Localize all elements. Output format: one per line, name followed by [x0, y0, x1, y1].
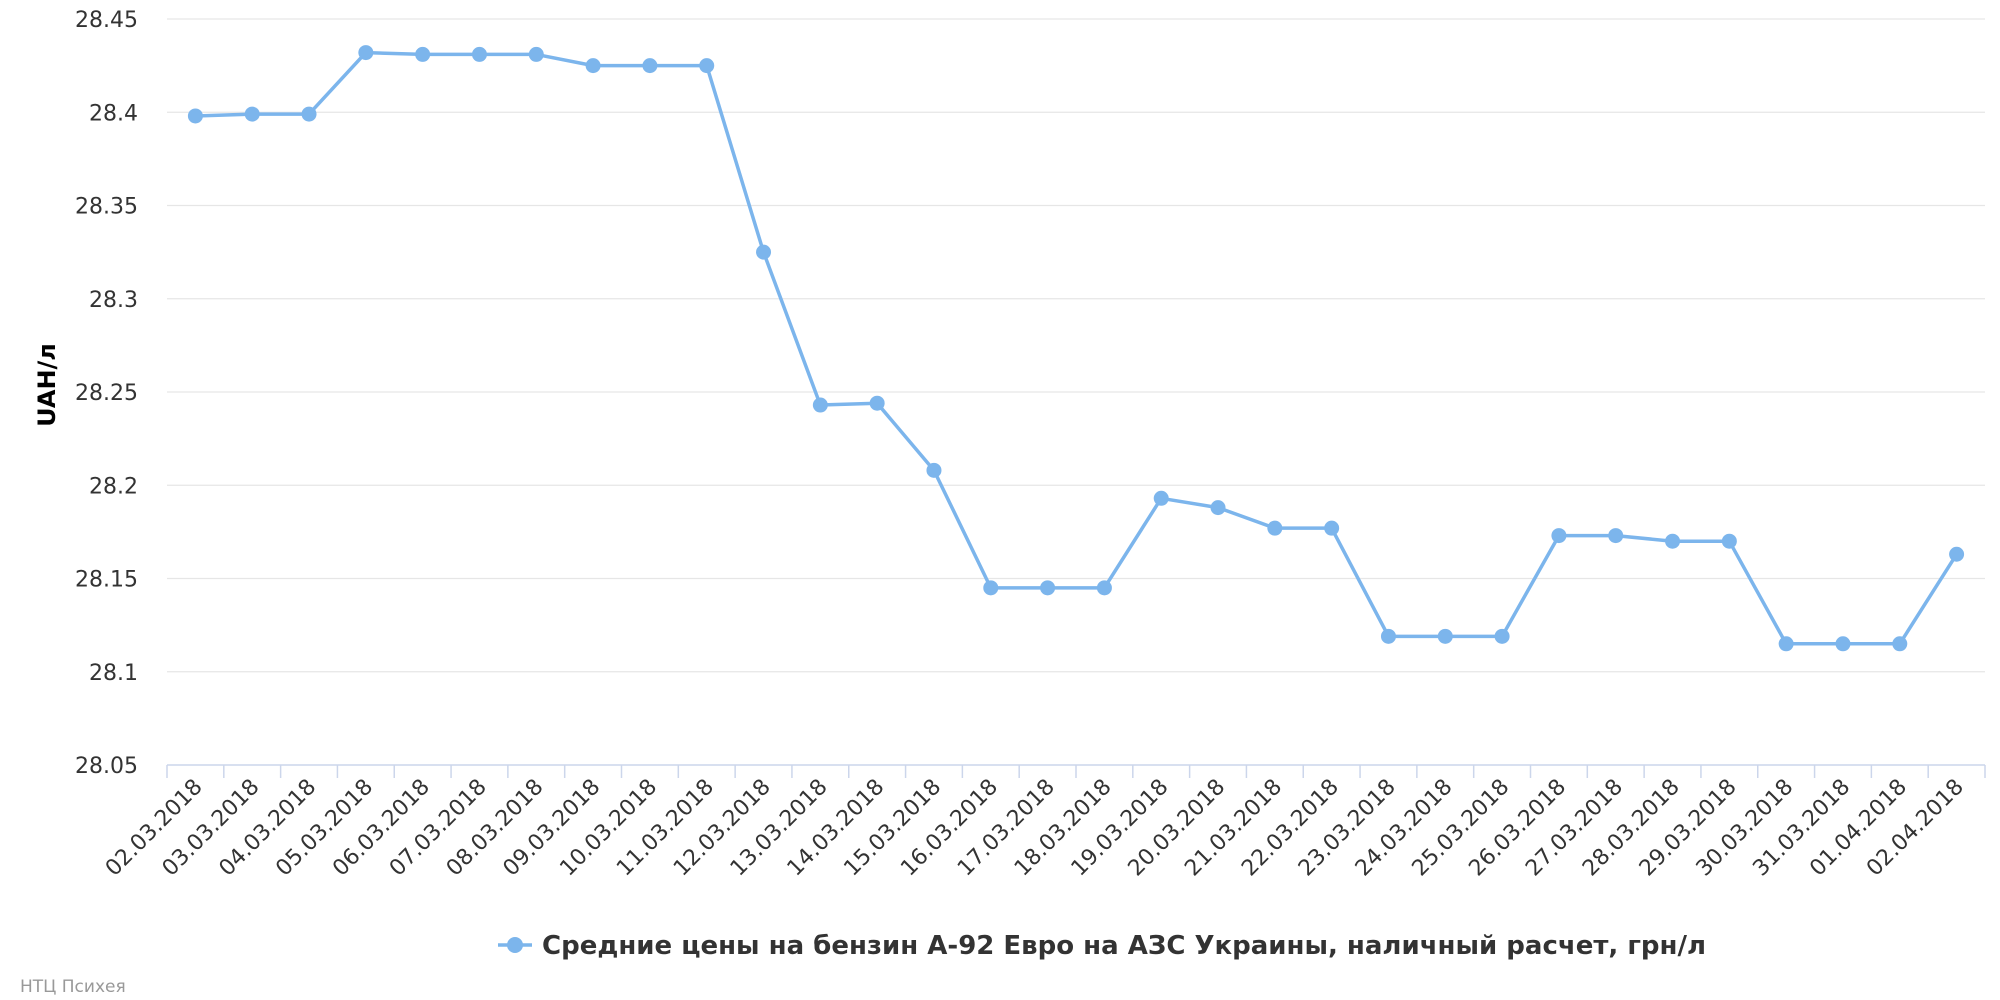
y-tick-label: 28.25 [75, 381, 138, 406]
data-point[interactable] [1892, 636, 1908, 652]
data-point[interactable] [983, 580, 999, 596]
data-point[interactable] [1949, 546, 1965, 562]
credit-text[interactable]: НТЦ Психея [20, 977, 126, 997]
data-point[interactable] [301, 106, 317, 122]
legend-marker-icon [507, 937, 523, 953]
data-point[interactable] [1437, 628, 1453, 644]
data-point[interactable] [1267, 520, 1283, 536]
x-axis [166, 764, 1986, 778]
series-line[interactable] [195, 50, 1959, 646]
data-point[interactable] [1665, 533, 1681, 549]
data-point[interactable] [585, 58, 601, 74]
data-point[interactable] [699, 58, 715, 74]
data-point[interactable] [1380, 628, 1396, 644]
y-tick-label: 28.35 [75, 195, 138, 220]
data-point[interactable] [1494, 628, 1510, 644]
y-tick-label: 28.1 [89, 661, 138, 686]
y-tick-label: 28.15 [75, 568, 138, 593]
data-point[interactable] [187, 108, 203, 124]
data-point[interactable] [415, 46, 431, 62]
x-axis-tick-labels: 02.03.201803.03.201804.03.201805.03.2018… [101, 775, 1969, 882]
data-point[interactable] [1153, 490, 1169, 506]
data-point[interactable] [1096, 580, 1112, 596]
legend[interactable]: Средние цены на бензин А-92 Евро на АЗС … [498, 931, 1706, 961]
legend-label[interactable]: Средние цены на бензин А-92 Евро на АЗС … [542, 931, 1706, 961]
data-point[interactable] [642, 58, 658, 74]
data-point[interactable] [926, 462, 942, 478]
x-tick-label: 02.03.2018 [101, 775, 208, 882]
data-point[interactable] [1551, 528, 1567, 544]
data-point[interactable] [812, 397, 828, 413]
data-point[interactable] [756, 244, 772, 260]
data-point[interactable] [471, 46, 487, 62]
data-point[interactable] [1835, 636, 1851, 652]
data-point[interactable] [1324, 520, 1340, 536]
data-point[interactable] [1778, 636, 1794, 652]
data-point[interactable] [244, 106, 260, 122]
y-axis-ticks: 28.05 28.1 28.15 28.2 28.25 28.3 28.35 28.4 28.4… [75, 8, 138, 779]
grid-lines [167, 18, 1985, 673]
data-point[interactable] [1608, 528, 1624, 544]
y-tick-label: 28.2 [89, 474, 138, 499]
data-point[interactable] [869, 395, 885, 411]
y-tick-label: 28.3 [89, 288, 138, 313]
data-point[interactable] [1721, 533, 1737, 549]
data-point[interactable] [1040, 580, 1056, 596]
data-point[interactable] [1210, 500, 1226, 516]
data-point[interactable] [528, 46, 544, 62]
y-tick-label: 28.4 [89, 101, 138, 126]
series-group [187, 45, 1965, 652]
y-tick-label: 28.45 [75, 8, 138, 33]
y-axis-title: UAH/л [33, 343, 61, 427]
y-tick-label: 28.05 [75, 754, 138, 779]
data-point[interactable] [358, 45, 374, 61]
